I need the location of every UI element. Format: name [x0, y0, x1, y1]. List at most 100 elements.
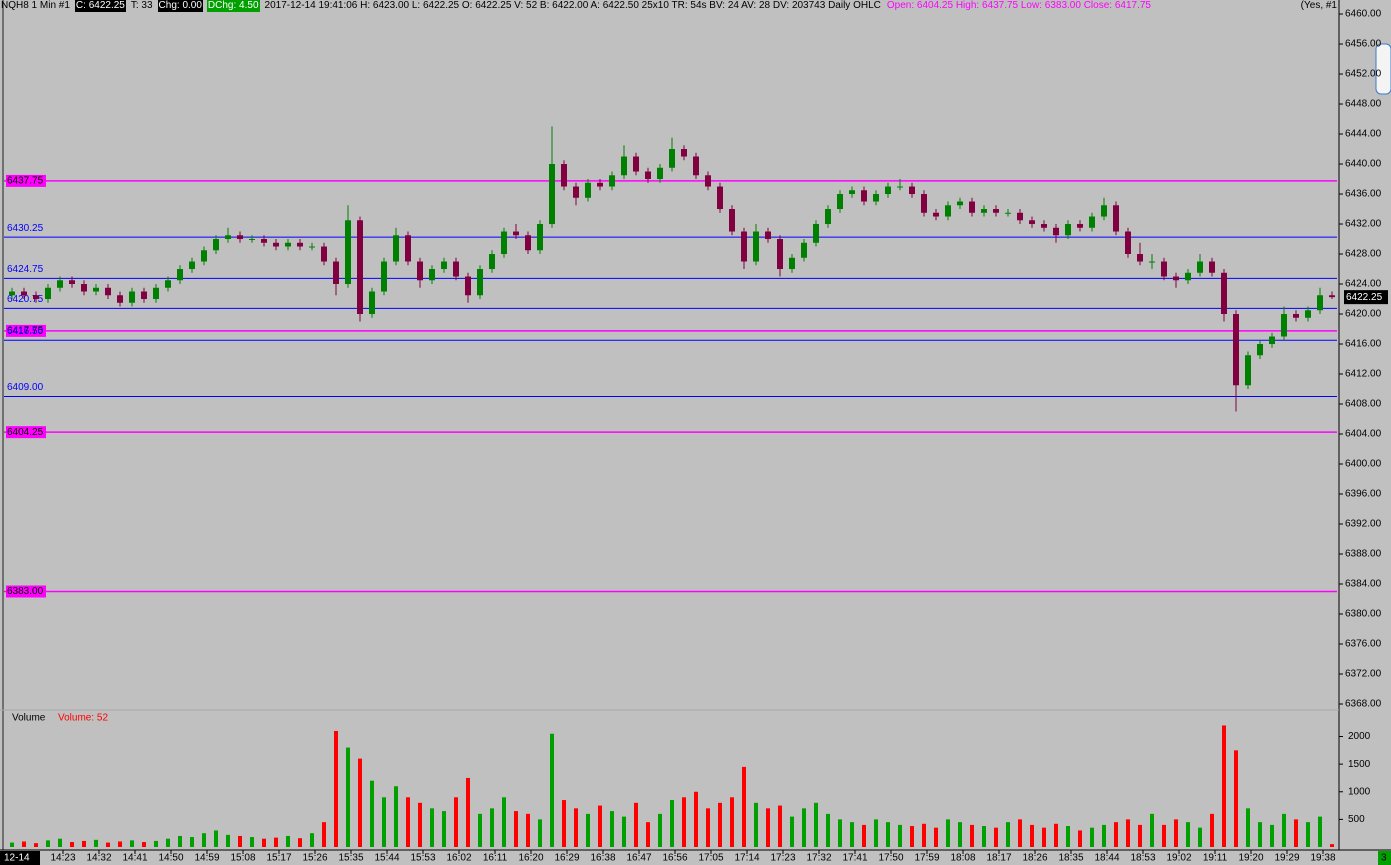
header-item: C: 6422.25	[74, 0, 126, 12]
volume-bar	[490, 808, 494, 847]
candle-body	[1221, 272, 1227, 315]
candle-body	[1137, 254, 1143, 262]
candle-body	[897, 186, 903, 188]
candle-body	[1329, 295, 1335, 298]
volume-bar	[10, 842, 14, 847]
volume-bar	[718, 802, 722, 847]
candle-body	[621, 156, 627, 176]
candle-body	[33, 295, 39, 300]
volume-bar	[262, 838, 266, 847]
candle-body	[1029, 220, 1035, 225]
volume-bar	[910, 826, 914, 847]
candle-body	[681, 149, 687, 157]
candle-body	[645, 171, 651, 180]
candle-body	[957, 201, 963, 206]
volume-bar	[586, 813, 590, 847]
candle-body	[825, 209, 831, 225]
x-tick-label: 19:20	[1238, 853, 1263, 864]
y-tick-label: 6448.00	[1345, 99, 1382, 110]
volume-bar	[1222, 725, 1226, 847]
volume-bar	[322, 822, 326, 847]
volume-bar	[166, 838, 170, 847]
candle-body	[321, 246, 327, 262]
corner-label: 3	[1381, 853, 1387, 864]
candle-body	[69, 280, 75, 285]
candle-body	[477, 269, 483, 296]
volume-bar	[1186, 822, 1190, 847]
candle-body	[345, 220, 351, 285]
volume-bar	[346, 747, 350, 847]
candle-body	[465, 276, 471, 296]
x-tick-label: 15:44	[374, 853, 399, 864]
candle-body	[633, 156, 639, 172]
v-tick-label: 1500	[1348, 759, 1371, 770]
v-tick-label: 2000	[1348, 731, 1371, 742]
y-tick-label: 6416.00	[1345, 339, 1382, 350]
volume-bar	[142, 842, 146, 847]
volume-bar	[1198, 827, 1202, 847]
volume-bar	[658, 813, 662, 847]
candle-body	[561, 164, 567, 187]
candle-body	[213, 239, 219, 251]
volume-bar	[1330, 844, 1334, 847]
candle-body	[1089, 216, 1095, 228]
candle-body	[933, 212, 939, 217]
candle-body	[1305, 310, 1311, 318]
candle-body	[417, 261, 423, 281]
volume-bar	[250, 837, 254, 847]
header-item: 2017-12-14 19:41:06 H: 6423.00 L: 6422.2…	[264, 0, 881, 11]
x-tick-label: 19:29	[1274, 853, 1299, 864]
volume-bar	[802, 808, 806, 847]
candle-body	[285, 242, 291, 247]
last-price-label: 6422.25	[1346, 292, 1383, 303]
candle-body	[1149, 261, 1155, 263]
y-tick-label: 6388.00	[1345, 549, 1382, 560]
candle-body	[1041, 224, 1047, 228]
y-tick-label: 6460.00	[1345, 9, 1382, 20]
candle-body	[1113, 205, 1119, 232]
candle-body	[237, 235, 243, 240]
volume-bar	[622, 816, 626, 847]
candle-body	[1065, 224, 1071, 236]
candle-body	[1053, 227, 1059, 236]
x-tick-label: 18:08	[950, 853, 975, 864]
candle-body	[945, 205, 951, 217]
date-label: 12-14	[4, 853, 30, 864]
candle-body	[717, 186, 723, 210]
volume-bar	[214, 830, 218, 847]
candle-body	[993, 209, 999, 213]
volume-bar	[274, 837, 278, 847]
candle-body	[333, 261, 339, 285]
x-tick-label: 15:35	[338, 853, 363, 864]
volume-bar	[886, 822, 890, 847]
volume-bar	[238, 835, 242, 847]
x-tick-label: 15:53	[410, 853, 435, 864]
candle-body	[585, 182, 591, 198]
candle-body	[921, 194, 927, 213]
y-tick-label: 6408.00	[1345, 399, 1382, 410]
x-tick-label: 14:32	[86, 853, 111, 864]
side-button[interactable]	[1375, 43, 1391, 95]
volume-bar	[946, 819, 950, 847]
header-item: Open: 6404.25 High: 6437.75 Low: 6383.00…	[886, 0, 1151, 11]
candle-body	[141, 291, 147, 300]
volume-bar	[1282, 813, 1286, 847]
volume-bar	[574, 808, 578, 847]
volume-bar	[706, 808, 710, 847]
volume-bar	[406, 797, 410, 847]
candle-body	[885, 186, 891, 195]
y-tick-label: 6456.00	[1345, 39, 1382, 50]
level-label: 6383.00	[7, 586, 44, 597]
volume-bar	[58, 838, 62, 847]
volume-bar	[298, 838, 302, 847]
volume-bar	[1138, 824, 1142, 847]
candle-body	[1161, 261, 1167, 277]
volume-label: Volume: 52	[58, 713, 108, 724]
candle-body	[909, 186, 915, 195]
candle-body	[789, 257, 795, 270]
date-box	[0, 851, 40, 865]
candle-body	[753, 231, 759, 262]
candle-body	[597, 182, 603, 187]
volume-bar	[1054, 823, 1058, 847]
volume-bar	[202, 833, 206, 847]
